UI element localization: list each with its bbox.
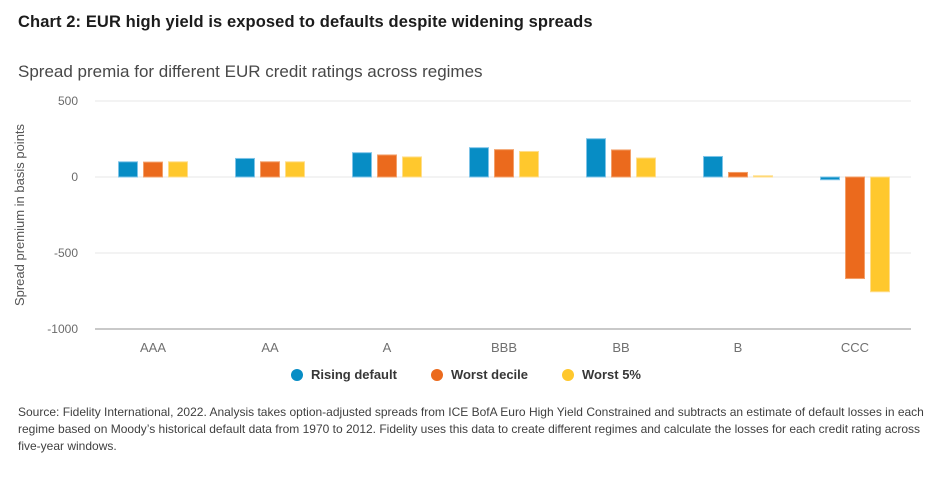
bar-worst-decile-aaa (143, 161, 163, 178)
chart-subtitle: Spread premia for different EUR credit r… (18, 62, 483, 81)
x-category-label: B (734, 340, 743, 355)
legend-label: Worst decile (450, 367, 528, 382)
x-category-label: CCC (841, 340, 869, 355)
chart-legend: Rising default Worst decile Worst 5% (0, 367, 932, 382)
y-tick-label: -500 (54, 246, 78, 260)
bar-worst-5--aaa (168, 161, 188, 178)
bar-worst-decile-a (377, 154, 397, 178)
bar-worst-decile-aa (260, 161, 280, 178)
x-category-label: AAA (140, 340, 166, 355)
legend-marker-icon (562, 368, 574, 381)
y-tick-label: 500 (58, 94, 78, 108)
x-category-label: AA (261, 340, 279, 355)
x-category-label: BBB (491, 340, 517, 355)
y-axis-title: Spread premium in basis points (12, 123, 27, 306)
y-tick-label: 0 (71, 170, 78, 184)
bar-worst-decile-ccc (845, 176, 865, 280)
source-note: Source: Fidelity International, 2022. An… (18, 405, 924, 453)
x-category-label: A (383, 340, 392, 355)
legend-item-rising-default[interactable]: Rising default (290, 367, 397, 382)
legend-label: Worst 5% (582, 367, 641, 382)
chart-title: Chart 2: EUR high yield is exposed to de… (18, 13, 593, 31)
legend-marker-icon (430, 368, 443, 381)
bar-rising-default-bbb (469, 147, 489, 178)
y-tick-label: -1000 (47, 322, 78, 336)
bar-worst-decile-bbb (494, 149, 514, 178)
legend-item-worst-decile[interactable]: Worst decile (430, 367, 528, 382)
legend-marker-icon (290, 368, 303, 381)
bar-worst-5--aa (285, 161, 305, 178)
bar-worst-5--bbb (519, 150, 539, 178)
bar-rising-default-aa (235, 157, 255, 178)
bar-worst-decile-b (728, 171, 748, 178)
bar-rising-default-ccc (820, 176, 840, 181)
bar-rising-default-a (352, 152, 372, 178)
bar-worst-decile-bb (611, 149, 631, 178)
legend-item-worst-5-[interactable]: Worst 5% (562, 367, 641, 382)
bar-rising-default-aaa (118, 161, 138, 178)
x-category-label: BB (612, 340, 629, 355)
bar-worst-5--ccc (870, 176, 890, 293)
bar-worst-5--bb (636, 157, 656, 178)
bar-rising-default-bb (586, 138, 606, 178)
bar-worst-5--a (402, 156, 422, 178)
bar-rising-default-b (703, 155, 723, 178)
bar-worst-5--b (753, 175, 773, 178)
legend-label: Rising default (310, 367, 397, 382)
bar-chart-canvas: 500 0 -500 -1000 Spread premium in basis poi… (12, 94, 911, 355)
